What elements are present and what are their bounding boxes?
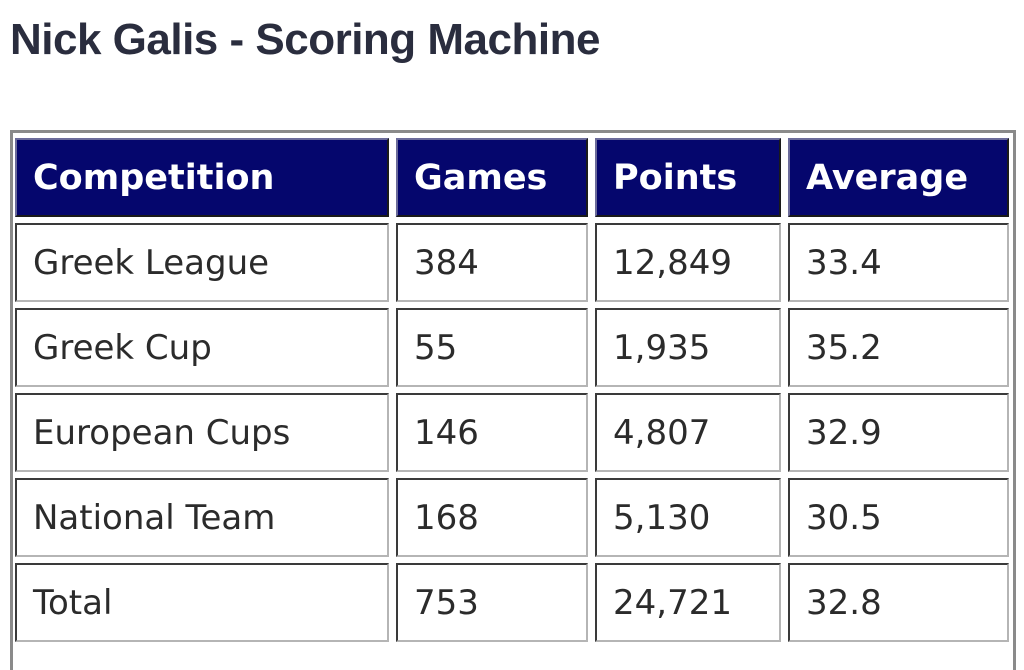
table-row: Greek League 384 12,849 33.4 <box>15 223 1009 302</box>
cell-competition: Greek League <box>15 223 389 302</box>
scoring-table: Competition Games Points Average Greek L… <box>8 132 1016 648</box>
header-average: Average <box>788 138 1009 217</box>
cell-average: 33.4 <box>788 223 1009 302</box>
table-row: European Cups 146 4,807 32.9 <box>15 393 1009 472</box>
header-competition: Competition <box>15 138 389 217</box>
table-row-total: Total 753 24,721 32.8 <box>15 563 1009 642</box>
table-frame <box>10 130 1016 670</box>
cell-games: 146 <box>396 393 588 472</box>
cell-games: 384 <box>396 223 588 302</box>
cell-average: 35.2 <box>788 308 1009 387</box>
cell-average: 32.8 <box>788 563 1009 642</box>
cell-average: 30.5 <box>788 478 1009 557</box>
cell-points: 1,935 <box>595 308 781 387</box>
cell-points: 5,130 <box>595 478 781 557</box>
cell-average: 32.9 <box>788 393 1009 472</box>
cell-games: 55 <box>396 308 588 387</box>
header-games: Games <box>396 138 588 217</box>
cell-games: 753 <box>396 563 588 642</box>
table-header-row: Competition Games Points Average <box>15 138 1009 217</box>
cell-games: 168 <box>396 478 588 557</box>
table-row: National Team 168 5,130 30.5 <box>15 478 1009 557</box>
cell-points: 4,807 <box>595 393 781 472</box>
cell-competition: European Cups <box>15 393 389 472</box>
cell-competition: National Team <box>15 478 389 557</box>
page-title: Nick Galis - Scoring Machine <box>10 15 600 64</box>
cell-competition: Greek Cup <box>15 308 389 387</box>
cell-points: 12,849 <box>595 223 781 302</box>
header-points: Points <box>595 138 781 217</box>
cell-points: 24,721 <box>595 563 781 642</box>
cell-competition: Total <box>15 563 389 642</box>
table-row: Greek Cup 55 1,935 35.2 <box>15 308 1009 387</box>
